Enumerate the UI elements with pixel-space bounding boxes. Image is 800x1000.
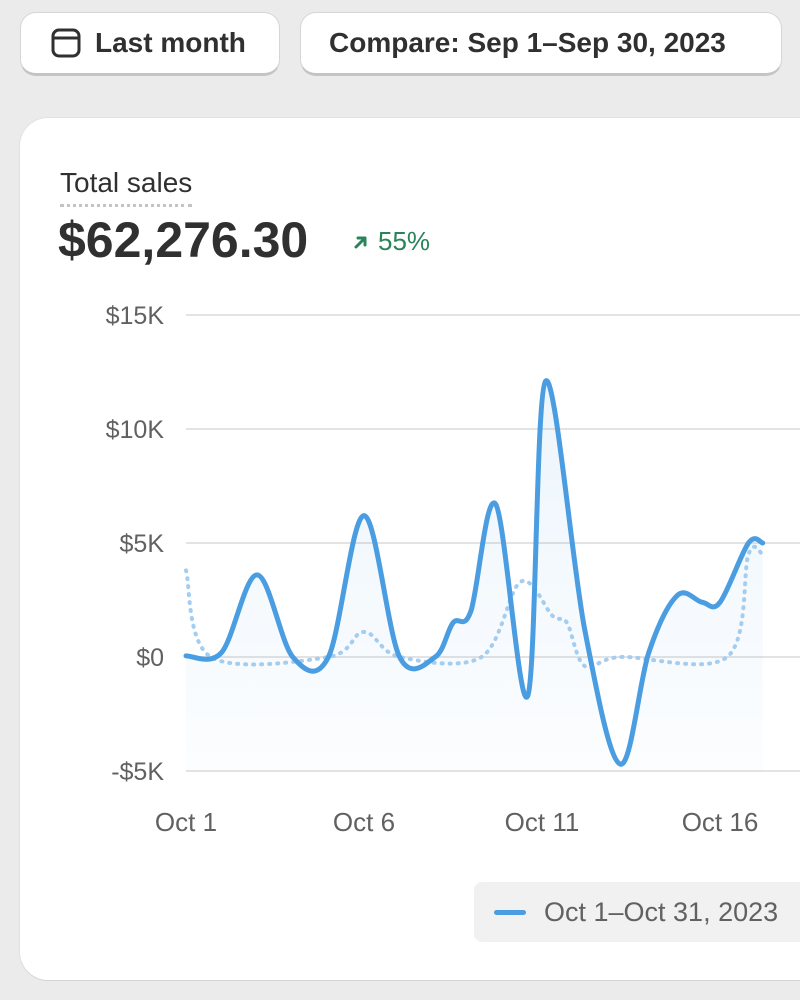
sales-chart[interactable]: -$5K $0 $5K $10K $15K Oct 1 Oct 6 Oct 11 Oct 16 bbox=[20, 278, 800, 838]
metric-value: $62,276.30 bbox=[58, 212, 309, 268]
legend-label: Oct 1–Oct 31, 2023 bbox=[544, 896, 779, 927]
y-tick-label: $10K bbox=[106, 416, 165, 444]
x-tick-label: Oct 16 bbox=[682, 807, 759, 837]
y-tick-label: -$5K bbox=[111, 758, 164, 786]
y-tick-label: $5K bbox=[120, 530, 165, 558]
series-line-comparison[interactable] bbox=[184, 544, 765, 670]
total-sales-card: Total sales $62,276.30 55% -$5K $0 $5K $10K… bbox=[20, 118, 800, 980]
x-tick-label: Oct 1 bbox=[155, 807, 217, 837]
series-area bbox=[186, 380, 763, 771]
metric-label[interactable]: Total sales bbox=[60, 166, 193, 207]
legend-swatch bbox=[494, 909, 526, 915]
x-tick-label: Oct 6 bbox=[333, 807, 395, 837]
metric-change-value: 55% bbox=[378, 226, 431, 256]
compare-label: Compare: Sep 1–Sep 30, 2023 bbox=[329, 27, 726, 58]
metric-change: 55% bbox=[352, 226, 430, 257]
x-tick-label: Oct 11 bbox=[505, 807, 580, 837]
y-tick-label: $15K bbox=[106, 302, 165, 330]
series-line-current[interactable] bbox=[183, 378, 766, 767]
date-range-button[interactable]: Last month bbox=[20, 12, 280, 76]
y-tick-label: $0 bbox=[136, 644, 164, 672]
chart-legend: Oct 1–Oct 31, 2023 bbox=[474, 882, 800, 942]
compare-button[interactable]: Compare: Sep 1–Sep 30, 2023 bbox=[300, 12, 782, 76]
date-range-label: Last month bbox=[95, 27, 246, 58]
arrow-up-right-icon bbox=[354, 236, 367, 248]
calendar-icon bbox=[49, 26, 83, 60]
